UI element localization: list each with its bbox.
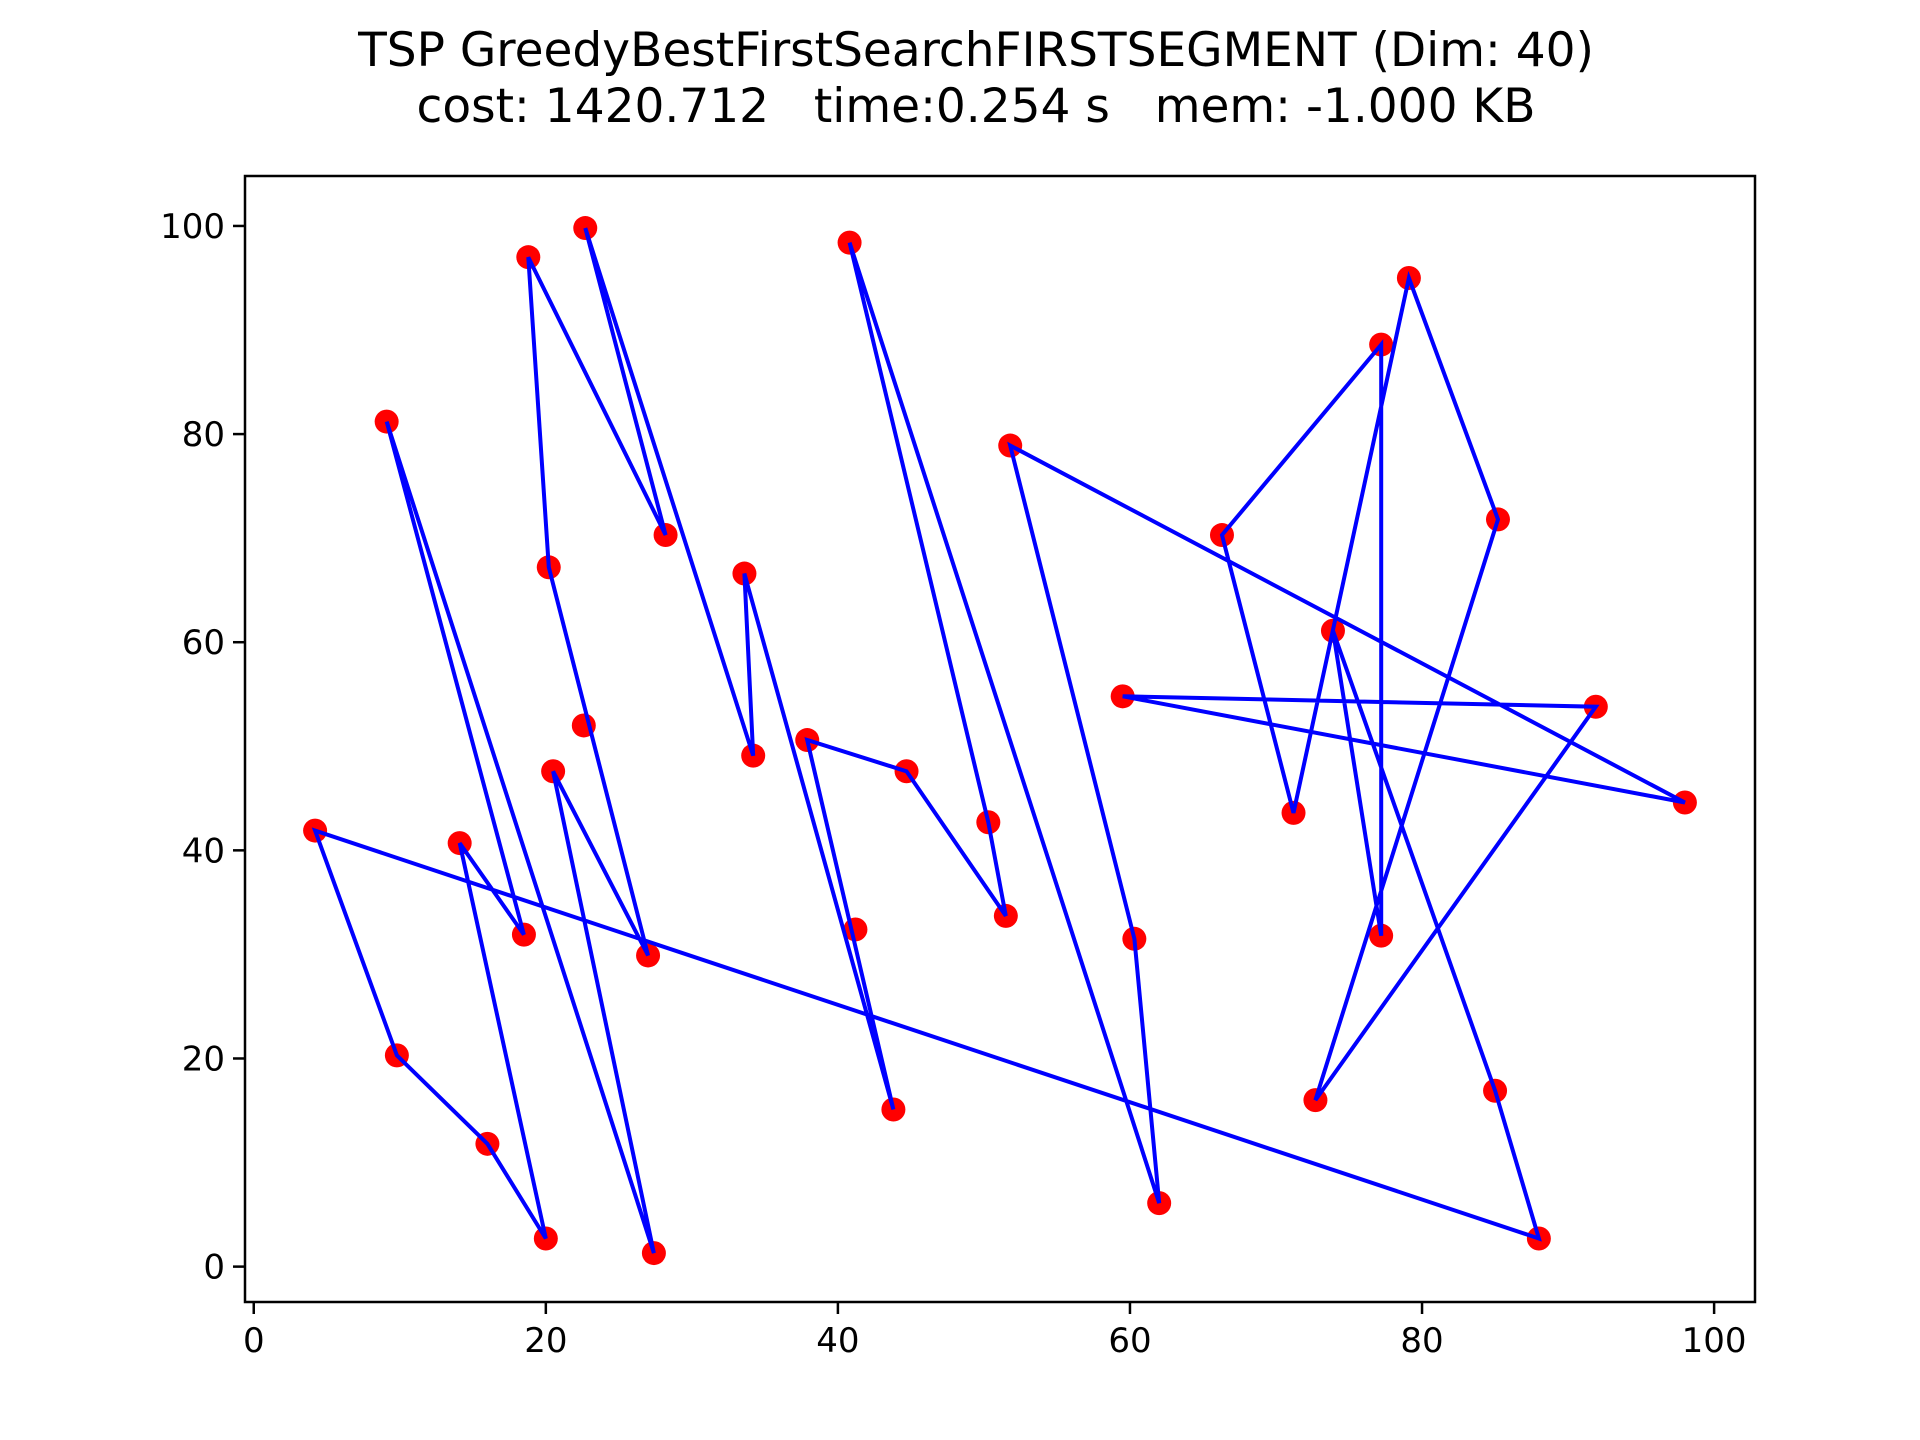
- x-tick-label: 40: [816, 1321, 859, 1361]
- y-tick-label: 60: [182, 623, 225, 663]
- chart-title: TSP GreedyBestFirstSearchFIRSTSEGMENT (D…: [357, 23, 1594, 78]
- y-tick-label: 20: [182, 1039, 225, 1079]
- x-tick-label: 100: [1682, 1321, 1747, 1361]
- x-tick-label: 80: [1400, 1321, 1443, 1361]
- y-axis: 0 20 40 60 80 100: [160, 207, 245, 1288]
- city-points: [303, 216, 1697, 1266]
- y-tick-label: 0: [203, 1248, 225, 1288]
- x-tick-label: 0: [243, 1321, 265, 1361]
- x-axis: 0 20 40 60 80 100: [243, 1302, 1747, 1361]
- plot-frame: [243, 174, 1757, 1304]
- x-tick-label: 60: [1108, 1321, 1151, 1361]
- y-tick-label: 40: [182, 831, 225, 871]
- x-tick-label: 20: [524, 1321, 567, 1361]
- plot-area: 0 20 40 60 80 100 0 20 40 60 80 100: [160, 174, 1757, 1361]
- y-tick-label: 100: [160, 207, 225, 247]
- tour-route-line: [311, 227, 1686, 1254]
- y-tick-label: 80: [182, 415, 225, 455]
- chart-subtitle: cost: 1420.712 time:0.254 s mem: -1.000 …: [417, 79, 1536, 134]
